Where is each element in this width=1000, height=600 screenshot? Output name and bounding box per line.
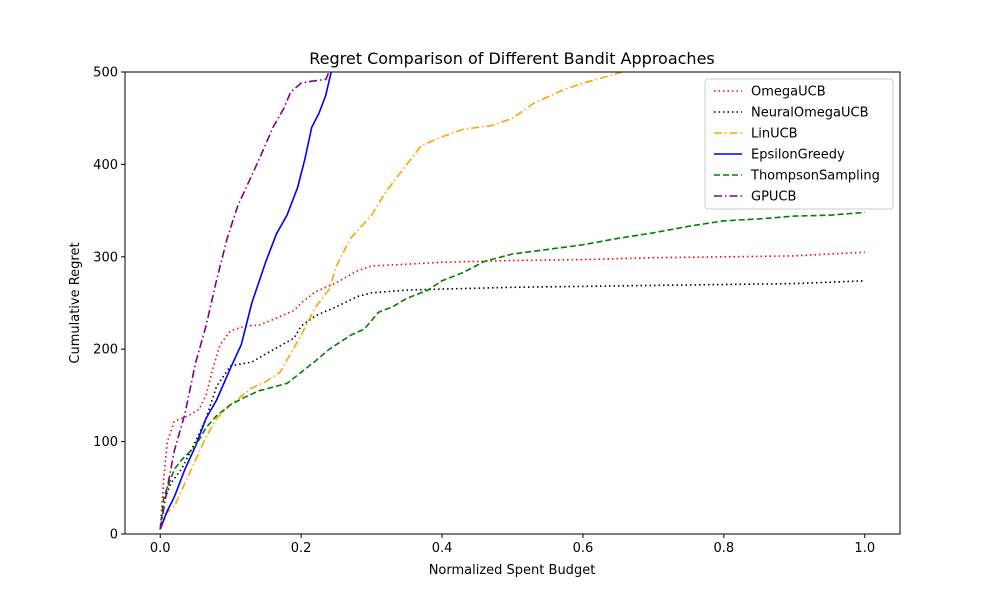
x-axis: 0.0 0.2 0.4 0.6 0.8 1.0: [150, 534, 875, 556]
series-layer: [159, 72, 865, 530]
x-axis-label: Normalized Spent Budget: [429, 563, 596, 578]
legend-label-neuralomegaucb: NeuralOmegaUCB: [751, 106, 869, 121]
y-tick-label: 500: [93, 66, 118, 81]
series-line-gpucb: [159, 72, 330, 530]
legend-label-epsilongreedy: EpsilonGreedy: [751, 148, 845, 163]
y-axis: 0 100 200 300 400 500: [93, 66, 125, 543]
x-tick-label: 0.4: [432, 541, 453, 556]
y-tick-label: 0: [110, 528, 118, 543]
series-line-epsilongreedy: [159, 72, 333, 530]
legend-label-omegaucb: OmegaUCB: [751, 85, 826, 100]
legend-box: [704, 78, 894, 210]
x-tick-label: 1.0: [854, 541, 875, 556]
x-tick-label: 0.8: [714, 541, 735, 556]
series-line-thompsonsampling: [159, 211, 865, 530]
legend-label-gpucb: GPUCB: [751, 190, 796, 205]
y-tick-label: 200: [93, 343, 118, 358]
series-line-linucb: [159, 72, 625, 530]
plot-frame: [124, 71, 901, 535]
legend-label-linucb: LinUCB: [751, 127, 798, 142]
legend: OmegaUCB NeuralOmegaUCB LinUCB EpsilonGreed…: [704, 78, 894, 210]
chart-title: Regret Comparison of Different Bandit Ap…: [309, 49, 715, 68]
x-tick-label: 0.2: [291, 541, 312, 556]
series-line-neuralomegaucb: [159, 280, 865, 530]
series-line-omegaucb: [159, 251, 865, 530]
x-tick-label: 0.0: [150, 541, 171, 556]
legend-label-thompsonsampling: ThompsonSampling: [750, 169, 880, 184]
y-tick-label: 300: [93, 250, 118, 265]
y-axis-label: Cumulative Regret: [68, 242, 83, 363]
y-tick-label: 400: [93, 158, 118, 173]
y-tick-label: 100: [93, 435, 118, 450]
x-tick-label: 0.6: [573, 541, 594, 556]
